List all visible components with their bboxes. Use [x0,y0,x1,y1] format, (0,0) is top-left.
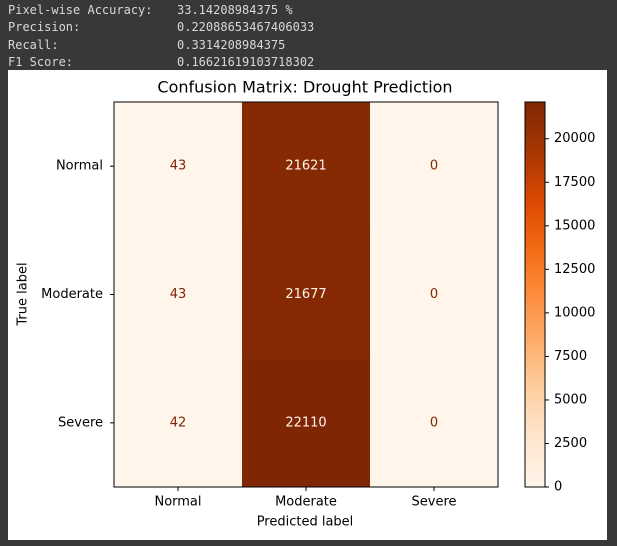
console-value: 33.14208984375 % [177,3,293,17]
colorbar-tick-label: 10000 [554,305,595,320]
console-label: Recall: [8,37,59,52]
cell-value: 0 [430,287,438,302]
cell-value: 21621 [285,159,326,174]
y-tick-label: Normal [56,159,103,174]
colorbar-tick-label: 0 [554,480,562,495]
heatmap-cell [370,102,499,231]
cell-value: 0 [430,415,438,430]
console-line: F1 Score: 0.16621619103718302 [8,54,408,71]
colorbar [524,101,546,488]
colorbar-tick-label: 17500 [554,175,595,190]
cell-value: 42 [170,415,187,430]
heatmap-cell [114,358,243,488]
cell-value: 0 [430,159,438,174]
console-line: Pixel-wise Accuracy: 33.14208984375 % [8,2,408,19]
colorbar-tick-label: 7500 [554,349,587,364]
colorbar-tick-label: 12500 [554,262,595,277]
cell-value: 43 [170,159,187,174]
cell-value: 21677 [285,287,326,302]
x-tick-label: Severe [412,495,457,510]
console-label: Precision: [8,20,81,35]
cell-value: 22110 [285,415,326,430]
console-line: Recall: 0.3314208984375 [8,37,408,54]
colorbar-tick-label: 20000 [554,131,595,146]
console-value: 0.3314208984375 [177,37,286,52]
heatmap-cell [242,230,371,360]
x-tick-label: Normal [154,495,201,510]
y-tick-label: Severe [58,415,103,430]
y-axis-label: True label [16,262,31,326]
heatmap-cell [370,230,499,360]
cell-value: 43 [170,287,187,302]
console-output: Pixel-wise Accuracy: 33.14208984375 % Prec… [8,2,408,71]
chart-title: Confusion Matrix: Drought Prediction [157,78,452,97]
console-value: 0.16621619103718302 [177,54,315,69]
heatmap-cell [114,102,243,231]
y-tick-label: Moderate [41,287,103,302]
heatmap-cell [370,358,499,488]
heatmap-cell [242,358,371,488]
x-tick-label: Moderate [275,495,337,510]
console-label: F1 Score: [8,54,74,69]
heatmap-cell [114,230,243,360]
colorbar-tick-label: 2500 [554,436,587,451]
console-value: 0.22088653467406033 [177,20,315,35]
x-axis-label: Predicted label [257,515,354,530]
console-line: Precision: 0.22088653467406033 [8,19,408,36]
colorbar-tick-label: 5000 [554,392,587,407]
console-label: Pixel-wise Accuracy: [8,3,153,17]
heatmap-cell [242,102,371,231]
colorbar-tick-label: 15000 [554,218,595,233]
